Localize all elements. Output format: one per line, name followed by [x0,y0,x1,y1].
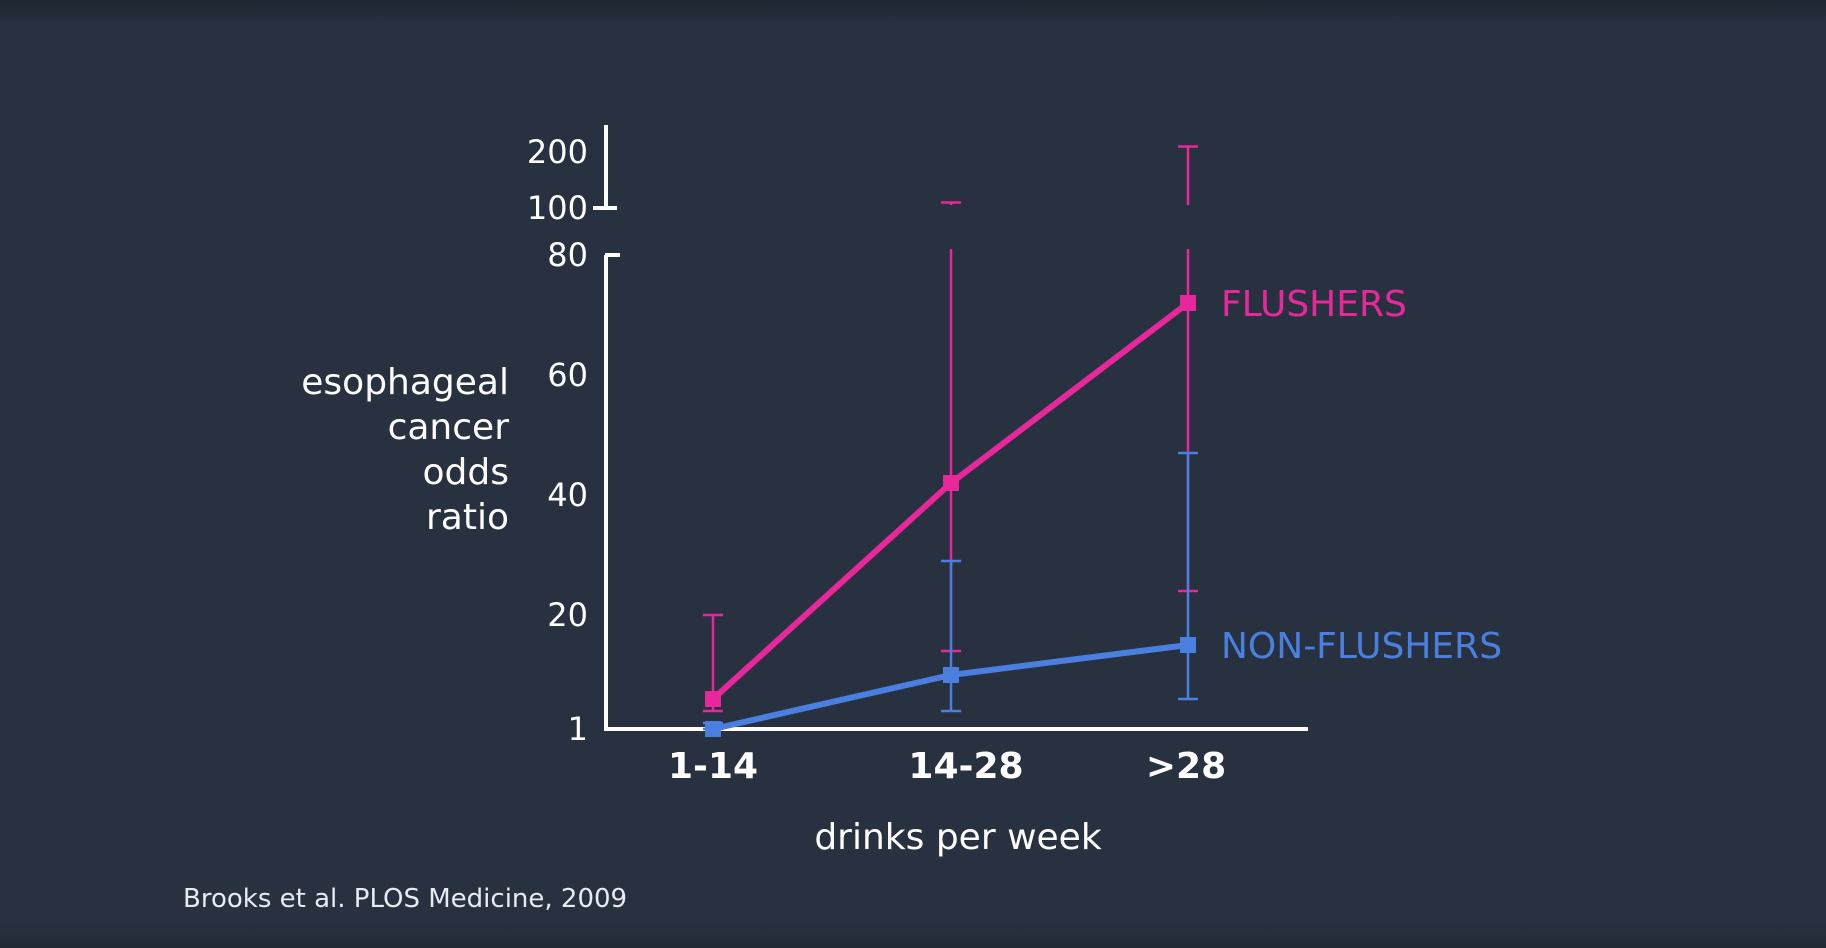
data-point [1180,295,1196,311]
source-citation: Brooks et al. PLOS Medicine, 2009 [183,884,628,914]
y-axis-label-line: cancer [388,407,510,448]
y-tick-label: 40 [547,476,588,514]
data-point [705,721,721,737]
y-tick-label: 80 [547,236,588,274]
y-tick-labels: 1 20 40 60 80 100 200 [527,133,588,748]
data-points [705,295,1196,737]
series-labels: FLUSHERS NON-FLUSHERS [1221,284,1502,667]
y-tick-label: 1 [568,710,588,748]
x-axis-label: drinks per week [814,817,1102,858]
data-point [943,667,959,683]
data-point [1180,637,1196,653]
x-tick-labels: 1-14 14-28 >28 [668,746,1226,787]
y-tick-label: 200 [527,133,588,171]
data-point [943,475,959,491]
y-tick-label: 100 [527,189,588,227]
x-tick-label: >28 [1146,746,1226,787]
series-label: NON-FLUSHERS [1221,626,1502,667]
y-axis-label-line: esophageal [301,362,509,403]
y-axis-label-line: ratio [426,497,509,538]
x-tick-label: 14-28 [908,746,1023,787]
y-tick-label: 20 [547,596,588,634]
data-point [705,691,721,707]
series-label: FLUSHERS [1221,284,1407,325]
y-axis-label-line: odds [423,452,509,493]
x-tick-label: 1-14 [668,746,758,787]
y-tick-label: 60 [547,356,588,394]
